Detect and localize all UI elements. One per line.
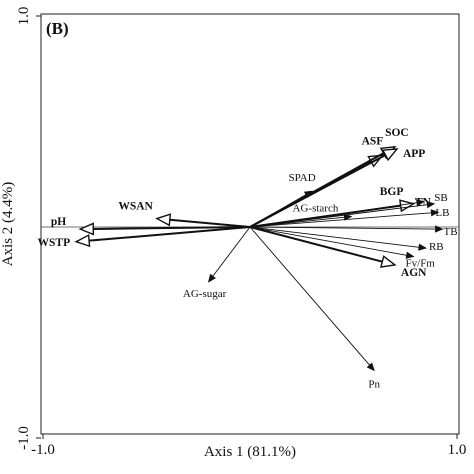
vector-line [249, 202, 418, 228]
arrowhead [416, 199, 425, 207]
vector-ph: pH [51, 216, 251, 236]
vector-tb: TB [249, 225, 458, 238]
vector-label: AG-sugar [183, 288, 227, 300]
arrowhead [430, 209, 440, 217]
arrowhead [207, 273, 216, 283]
x-tick-label: -1.0 [31, 442, 55, 458]
arrowhead [379, 255, 397, 268]
vector-line [88, 226, 251, 242]
vector-line [249, 226, 420, 248]
vector-line [169, 218, 251, 228]
vector-label: LB [435, 207, 449, 219]
vector-app: APP [249, 148, 425, 228]
vector-label: Fv/Fm [406, 258, 436, 270]
x-tick-label: 1.0 [448, 442, 467, 458]
vector-line [93, 226, 251, 230]
vector-label: AGN [401, 267, 427, 279]
vector-wstp: WSTP [38, 226, 251, 249]
vector-agn: AGN [249, 226, 427, 279]
arrowhead [78, 222, 95, 236]
x-axis-label: Axis 1 (81.1%) [204, 444, 296, 460]
vector-label: SPAD [289, 172, 316, 184]
arrowhead [303, 190, 313, 198]
vector-label: TB [444, 226, 458, 238]
vector-line [249, 204, 428, 228]
y-tick-label: 1.0 [16, 7, 32, 26]
arrowhead [343, 213, 353, 221]
vector-label: APP [403, 148, 425, 160]
vector-line [212, 226, 251, 277]
vector-fv-fm: Fv/Fm [249, 226, 436, 270]
vector-sb: SB [249, 192, 448, 228]
arrowhead [381, 148, 399, 162]
vector-label: Pn [368, 378, 380, 390]
vector-ag-sugar: AG-sugar [183, 226, 251, 300]
vector-label: AG-starch [293, 202, 339, 214]
arrowhead [399, 199, 416, 213]
arrowhead [155, 213, 172, 227]
vector-label: ASF [362, 135, 384, 147]
vector-label: pH [51, 216, 66, 228]
vector-line [249, 226, 436, 230]
vector-label: WSTP [38, 237, 71, 249]
vector-label: RB [429, 241, 444, 253]
plot-frame [40, 13, 460, 435]
vector-label: SB [434, 192, 447, 204]
vector-line [249, 226, 370, 366]
vector-wsan: WSAN [118, 201, 251, 228]
vector-label: WSAN [118, 201, 153, 213]
vector-label: SOC [385, 127, 409, 139]
arrowhead [435, 225, 444, 233]
vector-spad: SPAD [249, 172, 316, 228]
vector-line [249, 154, 386, 228]
vector-lb: LB [249, 207, 449, 228]
vector-pn: Pn [249, 226, 381, 390]
y-axis-label: Axis 2 (4.4%) [0, 182, 16, 267]
arrowhead [405, 251, 415, 259]
panel-label: (B) [46, 19, 69, 38]
vector-label: BGP [380, 186, 404, 198]
vector-line [249, 212, 432, 228]
vector-line [249, 226, 383, 263]
arrowhead [418, 243, 427, 251]
vector-line [249, 194, 307, 228]
arrowhead [426, 201, 436, 209]
arrowhead [74, 234, 91, 248]
arrowhead [366, 362, 375, 372]
vector-rb: RB [249, 226, 444, 253]
vector-line [249, 226, 407, 256]
y-tick-label: -1.0 [16, 426, 32, 450]
